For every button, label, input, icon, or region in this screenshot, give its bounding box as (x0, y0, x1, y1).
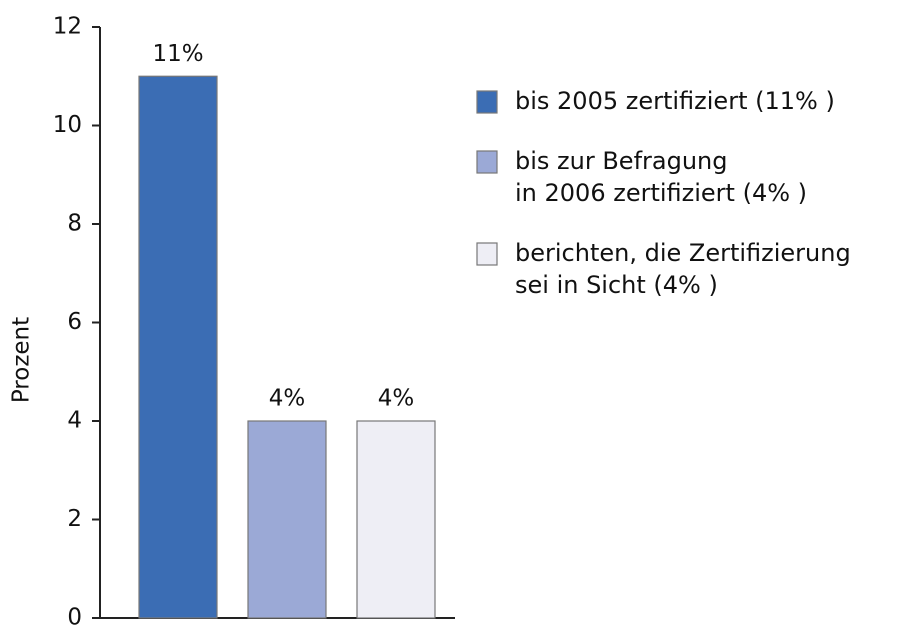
legend-label: sei in Sicht (4% ) (515, 271, 718, 299)
value-label: 11% (152, 41, 203, 67)
bar (247, 420, 327, 619)
y-tick-label: 8 (67, 211, 82, 237)
legend-label: bis 2005 zertifiziert (11% ) (515, 87, 835, 115)
y-axis-label: Prozent (9, 317, 35, 403)
legend-swatch (476, 242, 498, 266)
legend-label: in 2006 zertifiziert (4% ) (515, 179, 807, 207)
legend-label: berichten, die Zertifizierung (515, 239, 851, 267)
value-label: 4% (378, 386, 415, 412)
legend-label: bis zur Befragung (515, 147, 727, 175)
y-tick-label: 6 (67, 309, 82, 335)
legend-swatch (476, 150, 498, 174)
y-tick-label: 12 (53, 14, 82, 40)
y-tick-label: 4 (67, 408, 82, 434)
bar (138, 75, 218, 619)
y-tick-label: 10 (53, 112, 82, 138)
legend-swatch (476, 90, 498, 114)
bar (356, 420, 436, 619)
y-tick-label: 2 (67, 506, 82, 532)
y-tick-label: 0 (67, 605, 82, 630)
value-label: 4% (269, 386, 306, 412)
